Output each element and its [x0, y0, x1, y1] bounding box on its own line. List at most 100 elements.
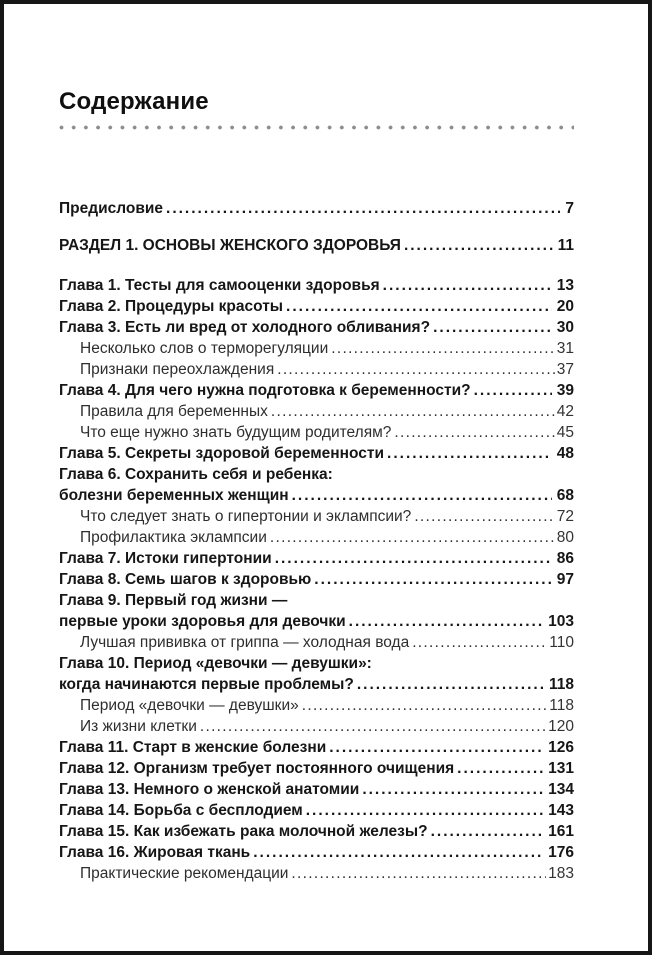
toc-entry: Глава 7. Истоки гипертонии 86 [59, 548, 574, 569]
toc-entry: Правила для беременных 42 [59, 401, 574, 422]
toc-entry: Профилактика эклампсии 80 [59, 527, 574, 548]
toc-entry: Глава 11. Старт в женские болезни 126 [59, 737, 574, 758]
entry-leader [331, 338, 555, 359]
entry-page: 143 [548, 802, 574, 819]
toc-entry: Практические рекомендации 183 [59, 863, 574, 884]
entry-page: 11 [557, 237, 574, 254]
entry-leader [270, 527, 555, 548]
entry-leader [291, 863, 546, 884]
entry-leader [292, 485, 552, 506]
toc-entry: когда начинаются первые проблемы? 118 [59, 674, 574, 695]
entry-label: Глава 9. Первый год жизни — [59, 592, 288, 609]
entry-leader [349, 611, 543, 632]
entry-page: 72 [556, 508, 574, 525]
entry-page: 42 [556, 403, 574, 420]
toc-entry: болезни беременных женщин 68 [59, 485, 574, 506]
entry-label: когда начинаются первые проблемы? [59, 676, 354, 693]
entry-page: 37 [556, 361, 574, 378]
entry-label: Глава 11. Старт в женские болезни [59, 739, 327, 756]
entry-page: 120 [548, 718, 574, 735]
toc-entry: Глава 14. Борьба с бесплодием 143 [59, 800, 574, 821]
entry-label: Глава 1. Тесты для самооценки здоровья [59, 277, 380, 294]
entry-page: 110 [549, 634, 574, 651]
toc-entry: Что еще нужно знать будущим родителям? 4… [59, 422, 574, 443]
toc-entry: Глава 10. Период «девочки — девушки»: [59, 653, 574, 674]
entry-label: Что следует знать о гипертонии и эклампс… [80, 508, 412, 525]
entry-label: РАЗДЕЛ 1. ОСНОВЫ ЖЕНСКОГО ЗДОРОВЬЯ [59, 237, 401, 254]
entry-leader [166, 198, 560, 219]
entry-page: 97 [556, 571, 574, 588]
toc-entry: Из жизни клетки 120 [59, 716, 574, 737]
entry-leader [253, 842, 543, 863]
entry-page: 68 [556, 487, 574, 504]
toc-entry: Глава 15. Как избежать рака молочной жел… [59, 821, 574, 842]
entry-page: 45 [556, 424, 574, 441]
toc-entry: Глава 9. Первый год жизни — [59, 590, 574, 611]
entry-page: 118 [549, 697, 574, 714]
entry-leader [474, 380, 552, 401]
page-title: Содержание [59, 88, 209, 115]
entry-leader [277, 359, 555, 380]
entry-label: Период «девочки — девушки» [80, 697, 299, 714]
entry-leader [362, 779, 543, 800]
entry-label: Глава 15. Как избежать рака молочной жел… [59, 823, 428, 840]
entry-label: Что еще нужно знать будущим родителям? [80, 424, 392, 441]
entry-leader [200, 716, 546, 737]
entry-label: Профилактика эклампсии [80, 529, 267, 546]
entry-page: 161 [548, 823, 574, 840]
entry-page: 118 [548, 676, 574, 693]
entry-leader [357, 674, 544, 695]
entry-page: 126 [548, 739, 574, 756]
toc-entry: Глава 8. Семь шагов к здоровью 97 [59, 569, 574, 590]
entry-page: 183 [548, 865, 574, 882]
entry-label: первые уроки здоровья для девочки [59, 613, 346, 630]
toc-entry: Глава 2. Процедуры красоты 20 [59, 296, 574, 317]
toc-page: Содержание Предисловие 7 РАЗДЕЛ 1. ОСНОВ… [59, 0, 574, 884]
toc-entry: Глава 4. Для чего нужна подготовка к бер… [59, 380, 574, 401]
toc-entry: РАЗДЕЛ 1. ОСНОВЫ ЖЕНСКОГО ЗДОРОВЬЯ 11 [59, 235, 574, 256]
toc-entry: Глава 12. Организм требует постоянного о… [59, 758, 574, 779]
entry-page: 30 [556, 319, 574, 336]
entry-label: Глава 10. Период «девочки — девушки»: [59, 655, 372, 672]
entry-leader [286, 296, 552, 317]
toc-entry: Признаки переохлаждения 37 [59, 359, 574, 380]
toc-entry: Что следует знать о гипертонии и эклампс… [59, 506, 574, 527]
entry-label: Глава 8. Семь шагов к здоровью [59, 571, 312, 588]
entry-label: Глава 6. Сохранить себя и ребенка: [59, 466, 333, 483]
entry-page: 103 [548, 613, 574, 630]
toc-entry: Глава 3. Есть ли вред от холодного облив… [59, 317, 574, 338]
entry-leader [404, 235, 553, 256]
entry-leader [394, 422, 554, 443]
toc-entry: Глава 16. Жировая ткань 176 [59, 842, 574, 863]
entry-leader [387, 443, 552, 464]
entry-leader [383, 275, 552, 296]
entry-label: Практические рекомендации [80, 865, 289, 882]
title-dotted-separator [59, 125, 574, 130]
entry-label: Признаки переохлаждения [80, 361, 275, 378]
entry-leader [457, 758, 543, 779]
entry-page: 176 [548, 844, 574, 861]
entry-label: Глава 7. Истоки гипертонии [59, 550, 272, 567]
entry-page: 39 [556, 382, 574, 399]
entry-label: Глава 3. Есть ли вред от холодного облив… [59, 319, 431, 336]
entry-page: 86 [556, 550, 574, 567]
entry-label: болезни беременных женщин [59, 487, 289, 504]
entry-leader [271, 401, 555, 422]
toc-entry: Глава 13. Немного о женской анатомии 134 [59, 779, 574, 800]
toc-entry: Глава 1. Тесты для самооценки здоровья 1… [59, 275, 574, 296]
toc-entry: Предисловие 7 [59, 198, 574, 219]
entry-leader [414, 506, 554, 527]
toc-entry: Лучшая прививка от гриппа — холодная вод… [59, 632, 574, 653]
entry-label: Глава 14. Борьба с бесплодием [59, 802, 303, 819]
entry-page: 20 [556, 298, 574, 315]
entry-label: Глава 12. Организм требует постоянного о… [59, 760, 455, 777]
entry-label: Правила для беременных [80, 403, 268, 420]
entry-leader [431, 821, 544, 842]
entry-label: Несколько слов о терморегуляции [80, 340, 329, 357]
entry-label: Из жизни клетки [80, 718, 197, 735]
entry-label: Глава 2. Процедуры красоты [59, 298, 284, 315]
entry-label: Глава 13. Немного о женской анатомии [59, 781, 360, 798]
entry-page: 13 [556, 277, 574, 294]
entry-leader [302, 695, 548, 716]
toc-entry: первые уроки здоровья для девочки 103 [59, 611, 574, 632]
